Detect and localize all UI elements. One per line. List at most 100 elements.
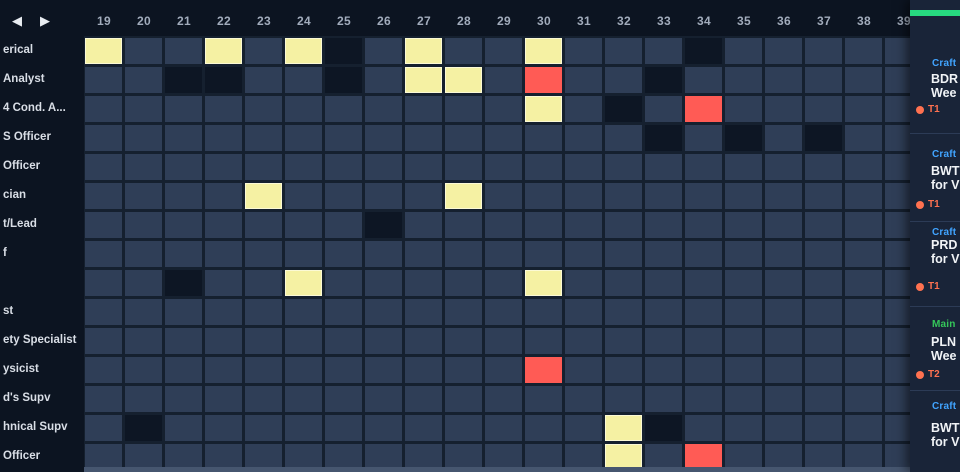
grid-cell[interactable] xyxy=(445,270,482,296)
grid-cell[interactable] xyxy=(805,328,842,354)
grid-cell[interactable] xyxy=(685,212,722,238)
grid-cell[interactable] xyxy=(205,415,242,441)
grid-cell[interactable] xyxy=(445,183,482,209)
grid-cell[interactable] xyxy=(765,299,802,325)
grid-cell[interactable] xyxy=(725,444,762,470)
grid-cell[interactable] xyxy=(245,444,282,470)
grid-cell[interactable] xyxy=(685,386,722,412)
grid-cell[interactable] xyxy=(125,299,162,325)
grid-cell[interactable] xyxy=(485,444,522,470)
grid-cell[interactable] xyxy=(165,386,202,412)
grid-cell[interactable] xyxy=(205,212,242,238)
grid-cell[interactable] xyxy=(845,183,882,209)
grid-cell[interactable] xyxy=(405,241,442,267)
grid-cell[interactable] xyxy=(405,212,442,238)
grid-cell[interactable] xyxy=(685,328,722,354)
grid-cell[interactable] xyxy=(565,386,602,412)
grid-cell[interactable] xyxy=(405,38,442,64)
grid-cell[interactable] xyxy=(565,299,602,325)
grid-cell[interactable] xyxy=(765,125,802,151)
grid-cell[interactable] xyxy=(565,96,602,122)
grid-cell[interactable] xyxy=(605,125,642,151)
grid-cell[interactable] xyxy=(405,299,442,325)
grid-cell[interactable] xyxy=(205,67,242,93)
grid-cell[interactable] xyxy=(125,96,162,122)
grid-cell[interactable] xyxy=(805,270,842,296)
grid-cell[interactable] xyxy=(165,357,202,383)
grid-cell[interactable] xyxy=(685,67,722,93)
grid-cell[interactable] xyxy=(645,183,682,209)
grid-cell[interactable] xyxy=(725,299,762,325)
grid-cell[interactable] xyxy=(85,444,122,470)
grid-cell[interactable] xyxy=(125,357,162,383)
grid-cell[interactable] xyxy=(685,154,722,180)
grid-cell[interactable] xyxy=(805,96,842,122)
grid-cell[interactable] xyxy=(605,328,642,354)
grid-cell[interactable] xyxy=(325,270,362,296)
grid-cell[interactable] xyxy=(685,357,722,383)
grid-cell[interactable] xyxy=(405,125,442,151)
grid-cell[interactable] xyxy=(365,154,402,180)
grid-cell[interactable] xyxy=(165,299,202,325)
card-title[interactable]: for V xyxy=(931,435,960,449)
grid-cell[interactable] xyxy=(245,67,282,93)
grid-cell[interactable] xyxy=(285,444,322,470)
grid-cell[interactable] xyxy=(205,444,242,470)
grid-cell[interactable] xyxy=(685,241,722,267)
grid-cell[interactable] xyxy=(605,67,642,93)
card-title[interactable]: for V xyxy=(931,178,960,192)
grid-cell[interactable] xyxy=(285,328,322,354)
grid-cell[interactable] xyxy=(445,415,482,441)
grid-cell[interactable] xyxy=(525,328,562,354)
grid-cell[interactable] xyxy=(725,125,762,151)
grid-cell[interactable] xyxy=(525,299,562,325)
grid-cell[interactable] xyxy=(485,212,522,238)
grid-cell[interactable] xyxy=(845,386,882,412)
grid-cell[interactable] xyxy=(565,212,602,238)
grid-cell[interactable] xyxy=(845,38,882,64)
grid-cell[interactable] xyxy=(125,183,162,209)
grid-cell[interactable] xyxy=(445,38,482,64)
grid-cell[interactable] xyxy=(205,357,242,383)
grid-cell[interactable] xyxy=(125,67,162,93)
grid-cell[interactable] xyxy=(125,241,162,267)
grid-cell[interactable] xyxy=(365,328,402,354)
grid-cell[interactable] xyxy=(325,415,362,441)
grid-cell[interactable] xyxy=(245,270,282,296)
grid-cell[interactable] xyxy=(645,241,682,267)
grid-cell[interactable] xyxy=(285,212,322,238)
grid-cell[interactable] xyxy=(165,328,202,354)
grid-cell[interactable] xyxy=(525,125,562,151)
grid-cell[interactable] xyxy=(325,212,362,238)
grid-cell[interactable] xyxy=(325,154,362,180)
grid-cell[interactable] xyxy=(365,125,402,151)
grid-cell[interactable] xyxy=(485,270,522,296)
grid-cell[interactable] xyxy=(765,38,802,64)
grid-cell[interactable] xyxy=(365,212,402,238)
grid-cell[interactable] xyxy=(765,96,802,122)
grid-cell[interactable] xyxy=(565,270,602,296)
grid-cell[interactable] xyxy=(525,154,562,180)
grid-cell[interactable] xyxy=(565,67,602,93)
grid-cell[interactable] xyxy=(725,270,762,296)
grid-cell[interactable] xyxy=(205,38,242,64)
grid-cell[interactable] xyxy=(525,270,562,296)
grid-cell[interactable] xyxy=(845,125,882,151)
grid-cell[interactable] xyxy=(725,328,762,354)
grid-cell[interactable] xyxy=(685,444,722,470)
grid-cell[interactable] xyxy=(125,125,162,151)
grid-cell[interactable] xyxy=(365,241,402,267)
grid-cell[interactable] xyxy=(445,444,482,470)
grid-cell[interactable] xyxy=(645,154,682,180)
grid-cell[interactable] xyxy=(605,212,642,238)
grid-cell[interactable] xyxy=(765,212,802,238)
grid-cell[interactable] xyxy=(245,299,282,325)
grid-cell[interactable] xyxy=(845,96,882,122)
grid-cell[interactable] xyxy=(485,328,522,354)
grid-cell[interactable] xyxy=(685,38,722,64)
grid-cell[interactable] xyxy=(365,444,402,470)
grid-cell[interactable] xyxy=(125,444,162,470)
grid-cell[interactable] xyxy=(405,96,442,122)
grid-cell[interactable] xyxy=(805,38,842,64)
grid-cell[interactable] xyxy=(645,415,682,441)
